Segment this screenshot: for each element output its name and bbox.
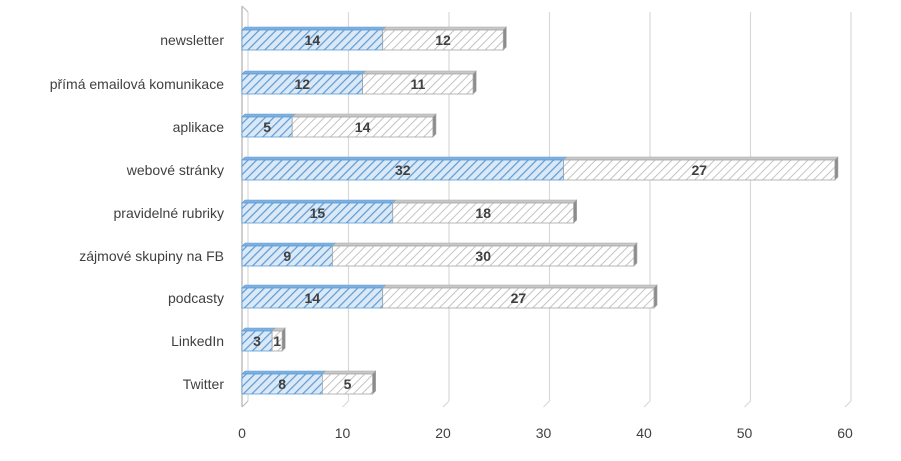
category-label: aplikace (173, 119, 225, 135)
bar-segment: 11 (361, 70, 477, 95)
data-label: 32 (395, 162, 411, 178)
bar-top-face (241, 26, 387, 31)
bar-top-face (361, 70, 477, 75)
bar-side-face (432, 113, 437, 138)
bar-top-face (241, 156, 568, 161)
data-label: 30 (475, 248, 491, 264)
gridline (342, 400, 349, 408)
bar-segment: 27 (381, 284, 658, 309)
bar-top-face (241, 242, 337, 247)
x-tick-label: 0 (238, 425, 246, 441)
bar-top-face (241, 284, 387, 289)
category-label: newsletter (160, 32, 224, 48)
bar-segment: 12 (381, 26, 508, 51)
data-label: 12 (295, 76, 311, 92)
bar-segment: 14 (291, 113, 437, 138)
bar-segment: 27 (562, 156, 839, 181)
bar-segment: 9 (241, 242, 337, 267)
x-tick-label: 20 (435, 425, 451, 441)
data-label: 12 (435, 32, 451, 48)
bar-top-face (241, 370, 327, 375)
x-tick-label: 30 (536, 425, 552, 441)
data-label: 5 (263, 119, 271, 135)
category-label: Twitter (183, 376, 225, 392)
bar-side-face (372, 370, 376, 395)
category-axis-bottom-edge (241, 400, 249, 408)
bar-segment: 14 (241, 26, 387, 51)
bar-top-face (562, 156, 839, 161)
bar-top-face (241, 113, 296, 118)
bar-top-face (331, 242, 638, 247)
bar-top-face (321, 370, 377, 375)
bar-top-face (241, 199, 397, 204)
category-label: pravidelné rubriky (114, 205, 225, 221)
bar-segment: 32 (241, 156, 568, 181)
data-label: 27 (511, 290, 527, 306)
data-label: 14 (305, 32, 321, 48)
bar-side-face (573, 199, 577, 224)
category-axis: newsletter přímá emailová komunikace aplik… (50, 32, 225, 392)
bar-segment: 30 (331, 242, 638, 267)
data-label: 27 (691, 162, 707, 178)
x-tick-label: 10 (335, 425, 351, 441)
bar-segment: 15 (241, 199, 397, 224)
bar-segment: 5 (241, 113, 296, 138)
bar-top-face (381, 284, 658, 289)
data-label: 18 (475, 205, 491, 221)
bar-side-face (653, 284, 658, 309)
bar-top-face (241, 70, 367, 75)
bar-side-face (281, 327, 286, 352)
bar-segment: 18 (392, 199, 578, 224)
data-label: 14 (355, 119, 371, 135)
data-label: 5 (344, 376, 352, 392)
bar-segment: 1 (271, 327, 286, 352)
category-label: LinkedIn (171, 333, 224, 349)
category-label: zájmové skupiny na FB (79, 248, 224, 264)
bar-top-face (392, 199, 578, 204)
data-label: 14 (305, 290, 321, 306)
x-tick-label: 60 (837, 425, 853, 441)
data-label: 9 (283, 248, 291, 264)
x-tick-label: 50 (737, 425, 753, 441)
data-label: 11 (410, 76, 425, 92)
bar-top-face (381, 26, 508, 31)
bar-segment: 8 (241, 370, 327, 395)
category-label: webové stránky (126, 162, 224, 178)
gridline (442, 400, 450, 408)
data-label: 3 (253, 333, 261, 349)
bar-side-face (472, 70, 477, 95)
bar-side-face (502, 26, 507, 51)
category-label: podcasty (168, 290, 224, 306)
bar-segment: 14 (241, 284, 387, 309)
data-label: 8 (278, 376, 286, 392)
gridline (643, 400, 651, 408)
bar-segment: 12 (241, 70, 367, 95)
bar-segment: 3 (241, 327, 276, 352)
bar-top-face (241, 327, 276, 332)
data-label: 1 (273, 333, 281, 349)
x-tick-label: 40 (636, 425, 652, 441)
bar-side-face (834, 156, 839, 181)
bar-side-face (633, 242, 638, 267)
category-label: přímá emailová komunikace (50, 76, 225, 92)
gridline (543, 400, 550, 408)
bar-segment: 5 (321, 370, 377, 395)
bar-top-face (291, 113, 437, 118)
gridline (844, 400, 852, 408)
category-axis-top-edge (241, 5, 249, 13)
gridline (744, 400, 751, 408)
data-label: 15 (310, 205, 326, 221)
